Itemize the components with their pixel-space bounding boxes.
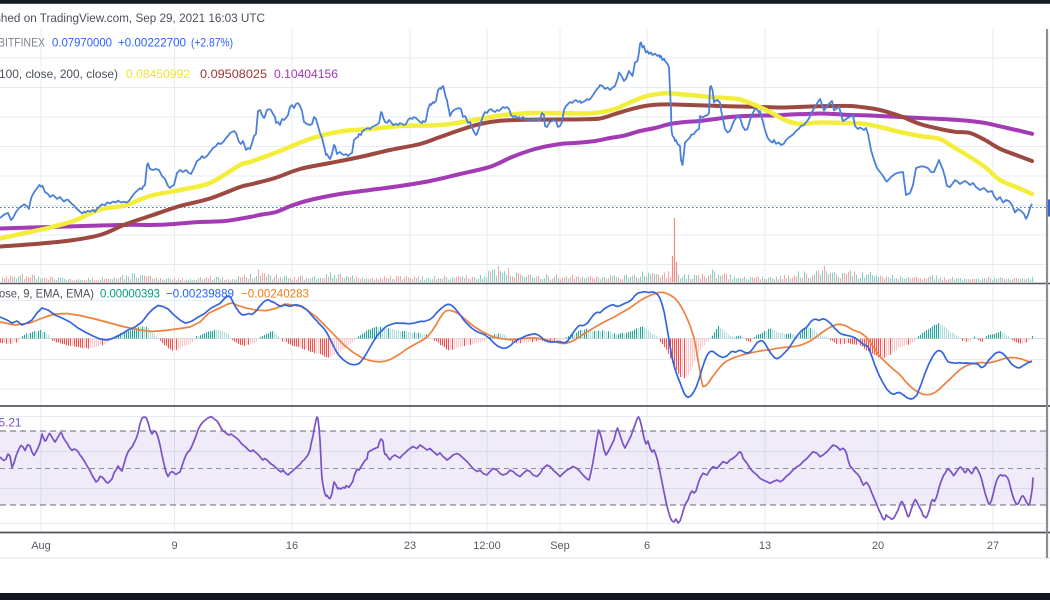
svg-text:27: 27 [987,540,999,552]
svg-text:0.10404156: 0.10404156 [274,67,338,81]
svg-text:+0.00222700: +0.00222700 [118,36,186,50]
svg-text:20: 20 [872,540,884,552]
svg-text:Aug: Aug [31,540,51,552]
svg-text:13: 13 [759,540,771,552]
svg-text:23: 23 [404,540,416,552]
svg-text:(+2.87%): (+2.87%) [191,36,233,50]
svg-text:6: 6 [644,540,650,552]
svg-text:0.09508025: 0.09508025 [200,67,267,81]
svg-text:12:00: 12:00 [473,540,501,552]
svg-text:ose, 9, EMA, EMA): ose, 9, EMA, EMA) [0,287,94,301]
svg-text:Published on TradingView.com,: Published on TradingView.com, Sep 29, 20… [0,11,265,25]
svg-text:5.21: 5.21 [0,416,22,430]
svg-text:9: 9 [171,540,177,552]
svg-text:0.00000393: 0.00000393 [100,287,160,301]
svg-text:Sep: Sep [550,540,570,552]
svg-text:0.08450992: 0.08450992 [126,67,190,81]
svg-text:0.07970000: 0.07970000 [52,36,112,50]
svg-text:100, close, 200, close): 100, close, 200, close) [0,67,118,81]
svg-text:−0.00239889: −0.00239889 [166,287,234,301]
svg-text:16: 16 [286,540,298,552]
svg-text:BITFINEX: BITFINEX [0,36,45,50]
svg-text:−0.00240283: −0.00240283 [241,287,309,301]
